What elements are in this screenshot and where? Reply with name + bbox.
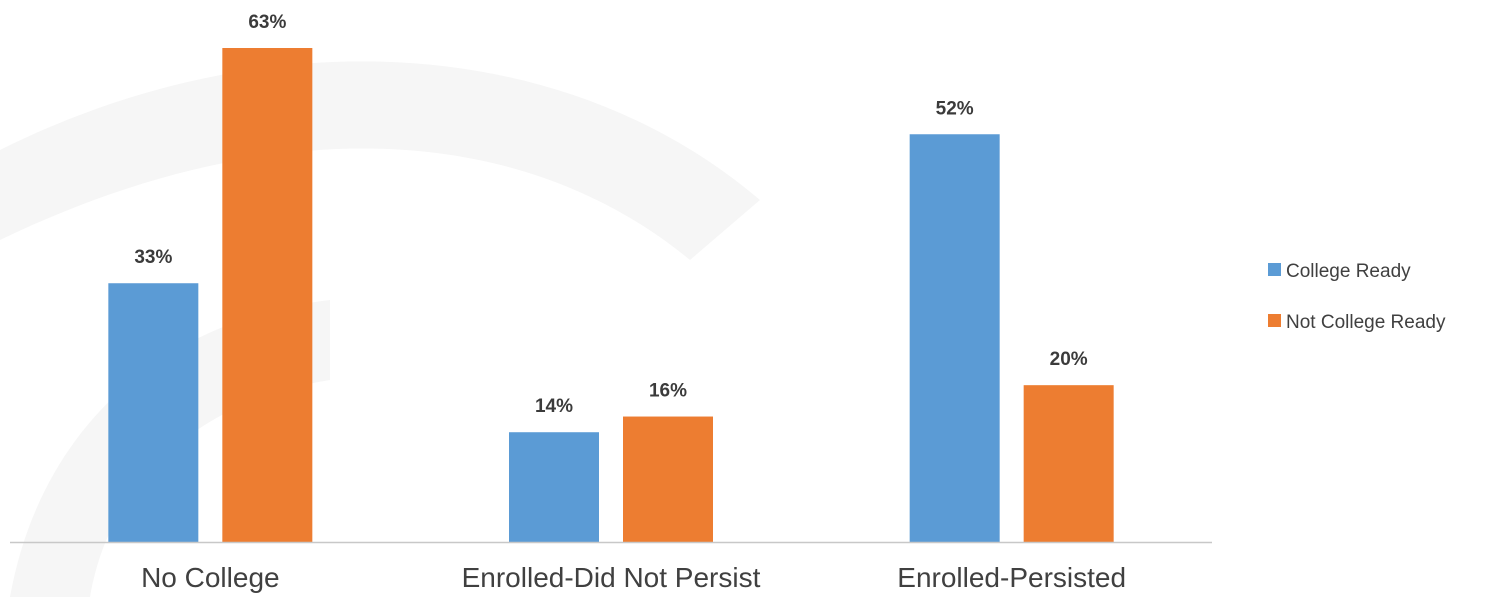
bar-not-college-ready-enrolled-persisted — [1023, 385, 1114, 542]
bar-not-college-ready-enrolled-did-not-persist — [623, 416, 713, 542]
data-label: 20% — [1050, 349, 1088, 370]
data-label: 16% — [649, 381, 687, 402]
value-labels-layer: 33% 63% 14% 16% 52% 20% — [134, 12, 1087, 417]
category-tick-label: Enrolled-Persisted — [897, 562, 1126, 593]
data-label: 33% — [134, 247, 172, 268]
bar-college-ready-enrolled-persisted — [909, 134, 1000, 542]
bar-college-ready-no-college — [108, 283, 199, 542]
watermark-arc-outer — [0, 61, 760, 260]
category-tick-label: No College — [141, 562, 280, 593]
legend-swatch-not-college-ready — [1268, 314, 1281, 327]
category-tick-label: Enrolled-Did Not Persist — [462, 562, 761, 593]
legend: College Ready Not College Ready — [1268, 261, 1446, 333]
legend-label: College Ready — [1286, 261, 1411, 282]
category-labels-layer: No College Enrolled-Did Not Persist Enroll… — [141, 562, 1126, 593]
data-label: 52% — [936, 98, 974, 119]
bars-layer — [108, 48, 1114, 542]
data-label: 14% — [535, 396, 573, 417]
legend-label: Not College Ready — [1286, 312, 1446, 333]
legend-swatch-college-ready — [1268, 263, 1281, 276]
bar-college-ready-enrolled-did-not-persist — [509, 432, 599, 542]
bar-not-college-ready-no-college — [222, 48, 313, 542]
data-label: 63% — [248, 12, 286, 33]
